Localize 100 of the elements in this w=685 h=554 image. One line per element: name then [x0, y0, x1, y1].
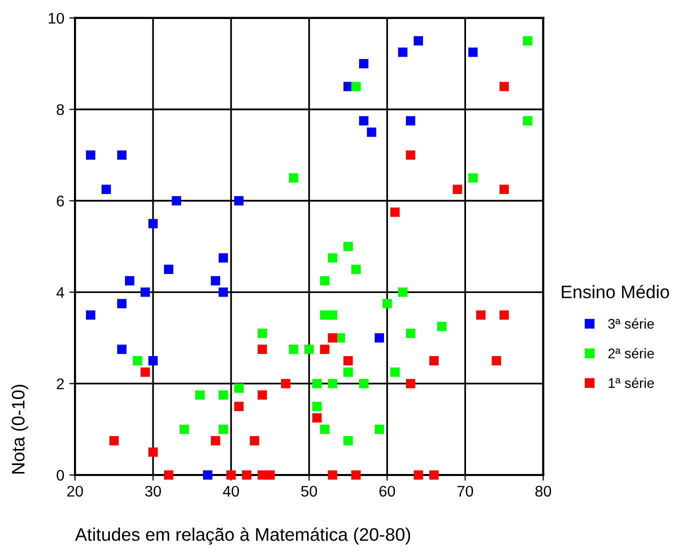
point	[320, 276, 330, 286]
point	[288, 344, 298, 354]
point	[148, 447, 158, 457]
x-tick-label: 70	[457, 486, 474, 497]
point	[406, 378, 416, 388]
point	[234, 384, 244, 393]
point	[476, 310, 486, 320]
point	[86, 150, 96, 160]
point	[351, 470, 361, 480]
x-tick-label: 30	[145, 486, 161, 497]
point	[234, 402, 244, 412]
point	[468, 173, 478, 183]
point	[218, 288, 228, 297]
legend-label: 2ª série	[608, 348, 654, 358]
point	[320, 344, 330, 354]
point	[117, 298, 126, 308]
point	[312, 402, 322, 412]
point	[390, 368, 400, 377]
point	[351, 82, 361, 92]
point	[180, 424, 189, 434]
point	[359, 116, 368, 126]
y-tick-label: 6	[56, 196, 64, 206]
point	[328, 253, 338, 263]
point	[390, 208, 400, 217]
point	[468, 48, 478, 57]
point	[195, 390, 205, 400]
point	[406, 150, 416, 160]
point	[406, 116, 416, 126]
point	[406, 328, 416, 338]
y-tick-label: 4	[56, 287, 64, 298]
point	[258, 344, 267, 354]
x-tick-label: 40	[222, 486, 239, 497]
point	[374, 424, 384, 434]
point	[218, 390, 228, 400]
point	[250, 436, 260, 446]
x-tick-label: 60	[379, 486, 396, 497]
x-tick-label: 20	[67, 486, 83, 497]
point	[328, 310, 338, 320]
point	[452, 184, 462, 194]
point	[382, 298, 392, 308]
x-tick-label: 50	[301, 486, 318, 497]
point	[500, 310, 509, 320]
x-tick-label: 80	[535, 486, 552, 497]
point	[351, 264, 361, 274]
point	[124, 276, 134, 286]
point	[203, 470, 212, 480]
point	[500, 184, 509, 194]
point	[164, 264, 174, 274]
point	[265, 470, 275, 480]
point	[117, 150, 126, 160]
point	[140, 368, 150, 377]
y-tick-label: 8	[56, 104, 64, 116]
point	[328, 333, 338, 343]
point	[429, 356, 439, 366]
point	[522, 116, 532, 126]
point	[258, 328, 267, 338]
y-tick-label: 10	[48, 12, 64, 24]
point	[218, 253, 228, 263]
point	[429, 470, 439, 480]
point	[414, 36, 424, 46]
point	[140, 288, 150, 297]
legend-title: Ensino Médio	[562, 284, 670, 298]
point	[343, 356, 353, 366]
point	[320, 424, 330, 434]
legend-label: 3ª série	[608, 318, 654, 329]
point	[234, 196, 244, 206]
point	[359, 378, 368, 388]
point	[86, 310, 96, 320]
legend-label: 1ª série	[608, 378, 654, 388]
point	[218, 424, 228, 434]
point	[398, 48, 408, 57]
point	[304, 344, 314, 354]
point	[210, 436, 220, 446]
point	[164, 470, 174, 480]
point	[312, 378, 322, 388]
point	[258, 390, 267, 400]
point	[437, 322, 446, 332]
point	[492, 356, 502, 366]
point	[414, 470, 424, 480]
y-tick-label: 2	[56, 378, 64, 390]
point	[172, 196, 182, 206]
point	[343, 368, 353, 377]
point	[117, 344, 126, 354]
point	[281, 378, 290, 388]
point	[132, 356, 142, 366]
point	[109, 436, 119, 446]
point	[102, 184, 111, 194]
point	[148, 356, 158, 366]
point	[242, 470, 252, 480]
y-tick-label: 0	[56, 470, 64, 481]
point	[359, 58, 368, 68]
point	[328, 378, 338, 388]
point	[343, 242, 353, 252]
point	[148, 218, 158, 228]
point	[522, 36, 532, 46]
point	[374, 333, 384, 343]
point	[366, 128, 376, 137]
point	[500, 82, 509, 92]
point	[312, 413, 322, 423]
point	[398, 288, 408, 297]
